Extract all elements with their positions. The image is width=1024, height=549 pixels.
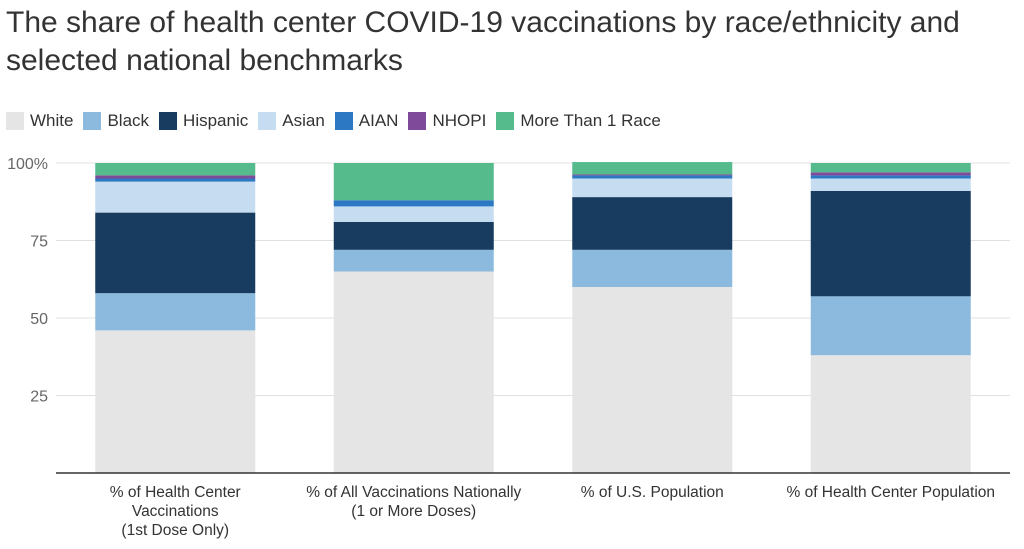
y-tick-label: 50 <box>30 311 48 328</box>
y-tick-label: 25 <box>30 389 48 406</box>
bar-segment-nhopi <box>95 175 256 179</box>
bar-segment-black <box>572 249 733 287</box>
bar-segment-more-than-1-race <box>572 162 733 175</box>
legend-swatch <box>159 112 178 130</box>
legend-item-asian: Asian <box>258 111 325 131</box>
legend-item-white: White <box>6 111 73 131</box>
bar-segment-nhopi <box>810 172 971 176</box>
legend-label: Asian <box>282 111 325 130</box>
legend-label: White <box>30 111 74 130</box>
legend-item-nhopi: NHOPI <box>408 111 486 131</box>
bar-segment-asian <box>95 181 256 213</box>
legend-label: AIAN <box>358 111 399 130</box>
legend-item-more-than-1-race: More Than 1 Race <box>496 111 661 131</box>
bar-segment-more-than-1-race <box>95 163 256 176</box>
bar-segment-white <box>333 271 494 473</box>
legend-label: Black <box>107 111 150 130</box>
x-tick-label: (1st Dose Only) <box>121 522 229 539</box>
bar-segment-aian <box>572 175 733 179</box>
bar-segment-white <box>572 287 733 473</box>
bar-segment-hispanic <box>95 212 256 294</box>
bar-segment-aian <box>810 175 971 179</box>
x-tick-label: % of Health Center Population <box>786 484 995 501</box>
chart-title: The share of health center COVID-19 vacc… <box>6 6 960 77</box>
bar-segment-asian <box>572 178 733 198</box>
legend-label: More Than 1 Race <box>520 111 661 130</box>
x-tick-label: (1 or More Doses) <box>351 503 476 520</box>
legend-item-aian: AIAN <box>334 111 399 131</box>
bar-segment-aian <box>333 200 494 207</box>
legend-swatch <box>6 112 24 130</box>
legend-swatch <box>258 112 277 130</box>
bar-segment-asian <box>333 206 494 222</box>
bar-segment-aian <box>95 178 256 182</box>
y-tick-label: 75 <box>30 234 48 251</box>
legend-item-hispanic: Hispanic <box>159 111 248 131</box>
bar-segment-hispanic <box>333 221 494 250</box>
bar-segment-hispanic <box>572 197 733 250</box>
y-tick-label: 100% <box>7 156 48 173</box>
bar-segment-more-than-1-race <box>810 163 971 173</box>
legend-label: Hispanic <box>183 111 249 130</box>
bar-segment-hispanic <box>810 190 971 297</box>
legend-swatch <box>408 112 427 130</box>
x-tick-label: Vaccinations <box>132 503 219 520</box>
bar-segment-black <box>810 296 971 356</box>
bar-segment-more-than-1-race <box>333 163 494 201</box>
legend-swatch <box>334 112 353 130</box>
bar-segment-nhopi <box>572 174 733 176</box>
chart-legend: White Black Hispanic Asian AIAN NHOPI More Tha… <box>6 108 671 134</box>
legend-label: NHOPI <box>432 111 487 130</box>
bar-segment-black <box>333 249 494 272</box>
x-tick-label: % of All Vaccinations Nationally <box>306 484 521 501</box>
bar-segment-white <box>810 355 971 473</box>
x-tick-label: % of U.S. Population <box>581 484 724 501</box>
bar-segment-black <box>95 293 256 331</box>
x-tick-label: % of Health Center <box>110 484 241 501</box>
legend-swatch <box>496 112 515 130</box>
legend-item-black: Black <box>83 111 149 131</box>
legend-swatch <box>83 112 102 130</box>
bar-segment-asian <box>810 178 971 191</box>
bar-segment-white <box>95 330 256 473</box>
